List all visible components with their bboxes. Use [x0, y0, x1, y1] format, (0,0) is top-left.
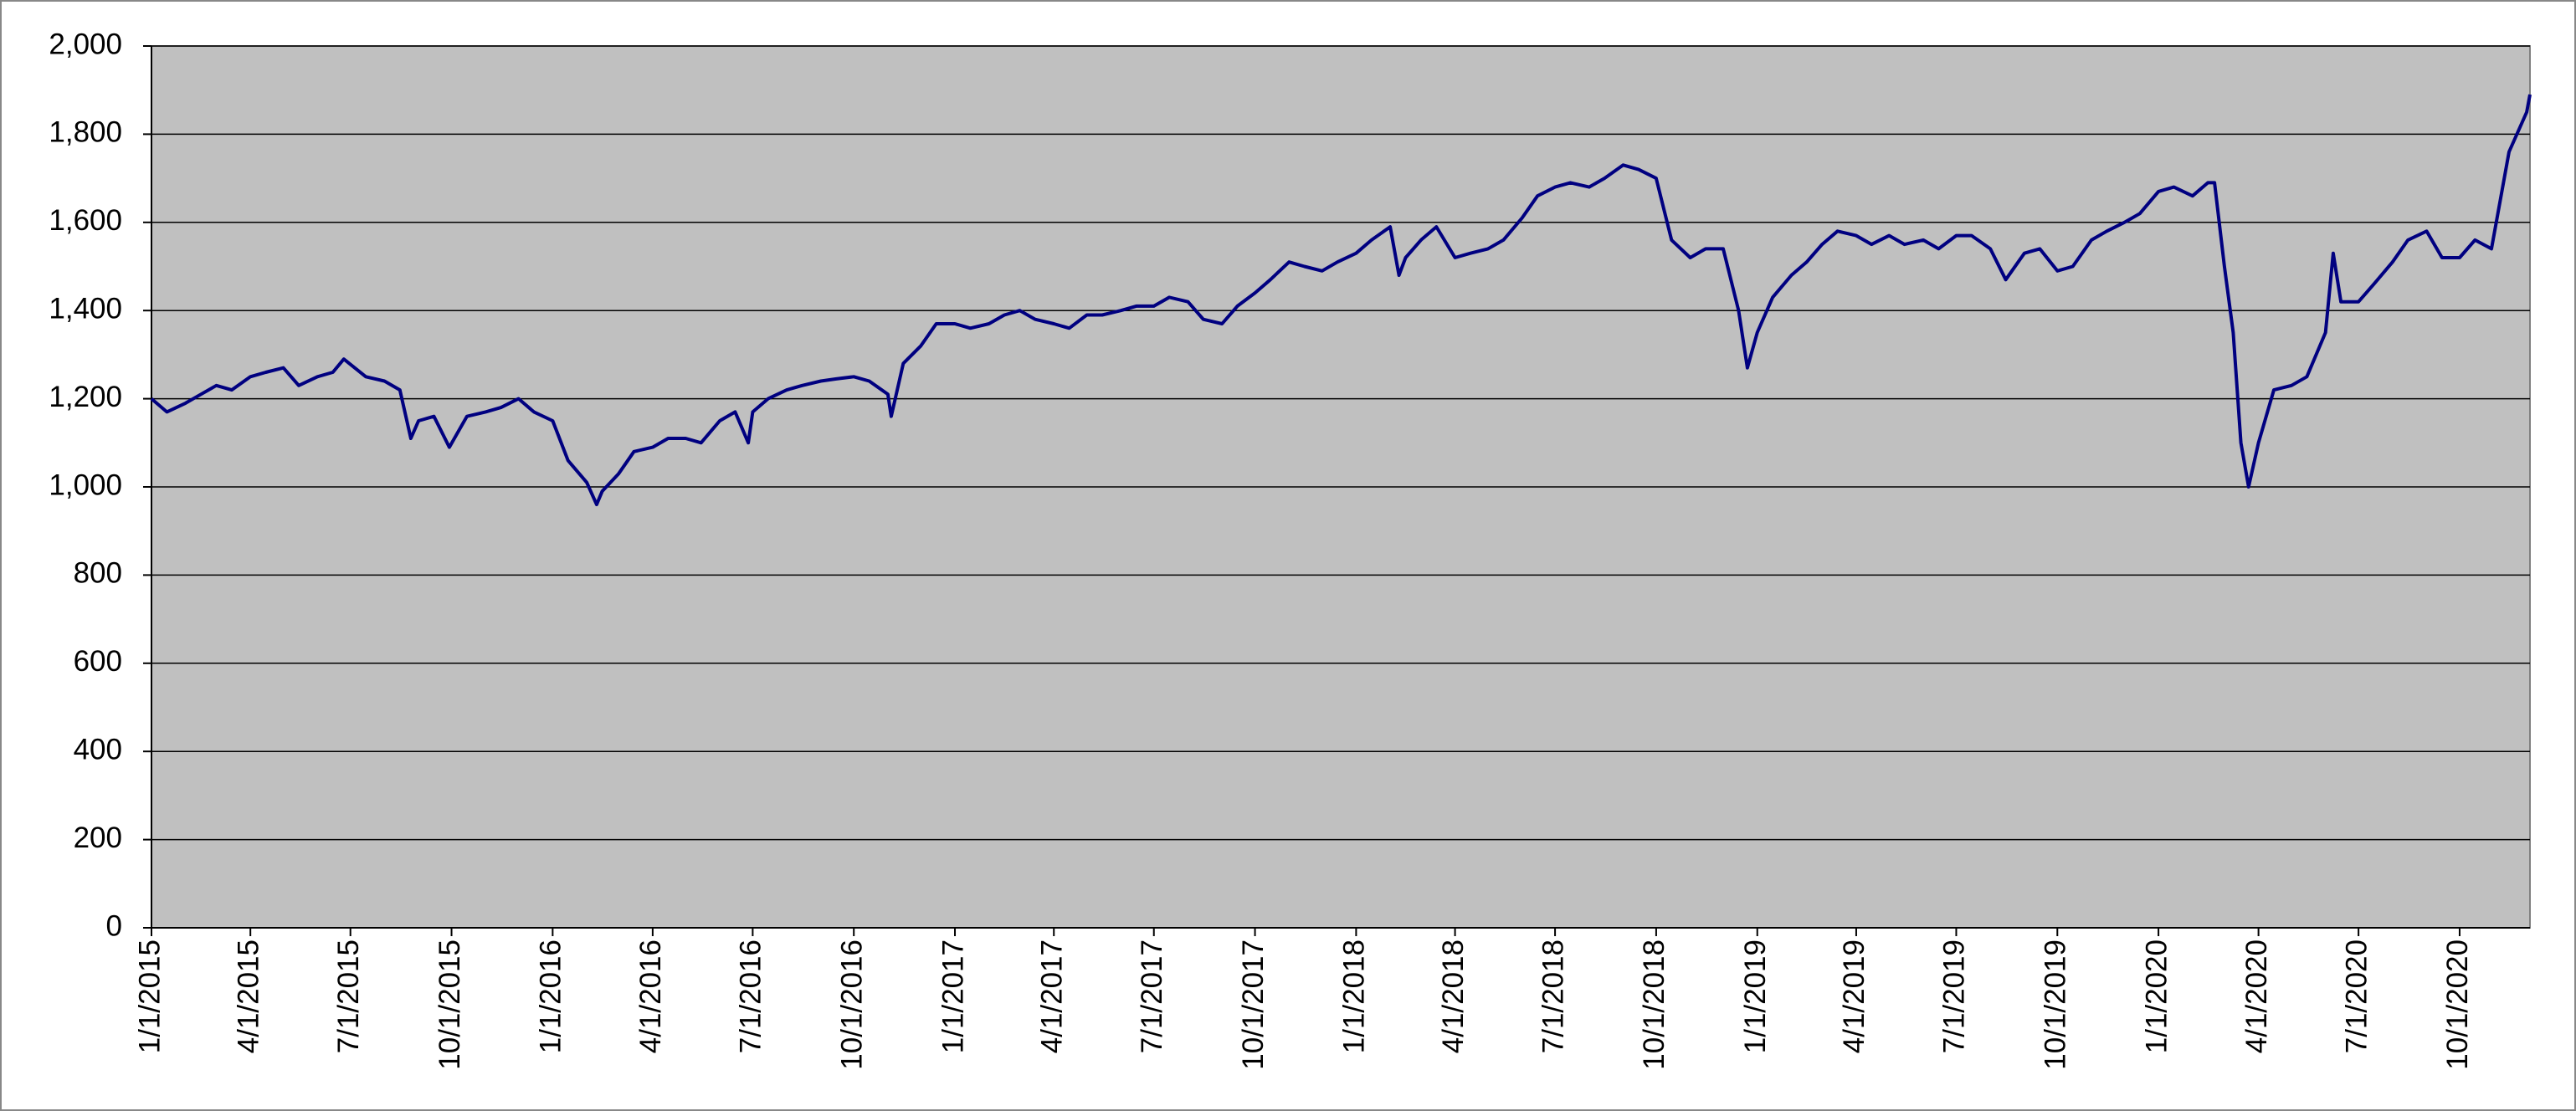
- x-tick-label: 1/1/2016: [535, 939, 567, 1053]
- x-tick-label: 1/1/2018: [1338, 939, 1371, 1053]
- x-tick-label: 7/1/2017: [1136, 939, 1168, 1053]
- y-tick-label: 800: [74, 557, 122, 590]
- x-tick-label: 10/1/2019: [2040, 939, 2072, 1070]
- y-tick-label: 1,400: [49, 292, 122, 325]
- data-line: [150, 94, 2532, 507]
- x-tick-label: 1/1/2020: [2140, 939, 2173, 1053]
- x-tick-label: 4/1/2017: [1035, 939, 1068, 1053]
- x-tick-label: 4/1/2016: [634, 939, 667, 1053]
- y-tick-label: 1,200: [49, 381, 122, 413]
- y-tick-label: 1,000: [49, 468, 122, 501]
- y-tick-label: 200: [74, 822, 122, 854]
- x-tick-label: 4/1/2018: [1437, 939, 1470, 1053]
- x-tick-label: 7/1/2019: [1938, 939, 1971, 1053]
- y-tick-label: 400: [74, 733, 122, 765]
- x-tick-label: 7/1/2016: [735, 939, 767, 1053]
- x-tick-label: 10/1/2016: [835, 939, 868, 1070]
- y-tick-label: 600: [74, 645, 122, 678]
- y-tick-label: 1,800: [49, 116, 122, 149]
- x-tick-label: 10/1/2015: [434, 939, 466, 1070]
- x-tick-label: 4/1/2020: [2240, 939, 2273, 1053]
- x-tick-label: 4/1/2015: [232, 939, 264, 1053]
- y-tick-label: 2,000: [49, 28, 122, 60]
- x-tick-label: 7/1/2015: [332, 939, 365, 1053]
- x-tick-label: 10/1/2017: [1237, 939, 1270, 1070]
- x-tick-label: 1/1/2019: [1739, 939, 1772, 1053]
- x-tick-label: 10/1/2018: [1638, 939, 1670, 1070]
- y-tick-label: 1,600: [49, 204, 122, 237]
- y-tick-label: 0: [106, 909, 122, 942]
- x-tick-label: 4/1/2019: [1838, 939, 1870, 1053]
- x-tick-label: 1/1/2015: [133, 939, 166, 1053]
- x-tick-label: 7/1/2018: [1537, 939, 1569, 1053]
- x-tick-label: 7/1/2020: [2340, 939, 2373, 1053]
- x-tick-label: 1/1/2017: [936, 939, 969, 1053]
- x-tick-label: 10/1/2020: [2441, 939, 2474, 1070]
